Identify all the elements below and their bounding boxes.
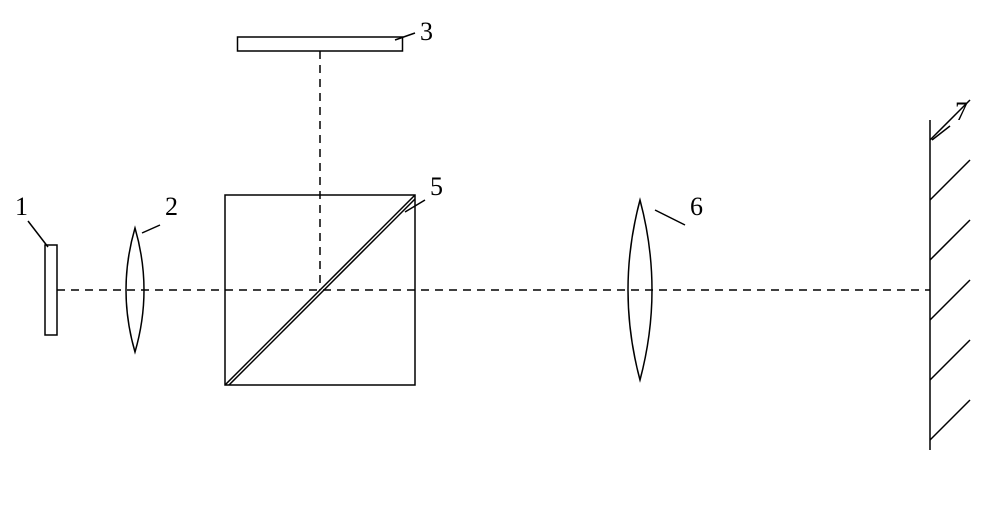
leader-line-source bbox=[28, 221, 48, 247]
label-beamsplitter: 5 bbox=[430, 172, 443, 201]
screen-hatch bbox=[930, 160, 970, 200]
label-collimator: 2 bbox=[165, 192, 178, 221]
label-source: 1 bbox=[15, 192, 28, 221]
top-element bbox=[238, 37, 403, 51]
label-screen: 7 bbox=[955, 97, 968, 126]
leader-line-objective bbox=[655, 210, 685, 225]
beamsplitter-diagonal-2 bbox=[229, 199, 415, 385]
label-top_element: 3 bbox=[420, 17, 433, 46]
screen-hatch bbox=[930, 220, 970, 260]
leader-line-collimator bbox=[142, 225, 160, 233]
screen-hatch bbox=[930, 280, 970, 320]
screen-hatch bbox=[930, 340, 970, 380]
optical-diagram: 1 2 3 5 6 7 bbox=[0, 0, 1000, 512]
label-objective: 6 bbox=[690, 192, 703, 221]
source-element bbox=[45, 245, 57, 335]
screen-hatch bbox=[930, 400, 970, 440]
